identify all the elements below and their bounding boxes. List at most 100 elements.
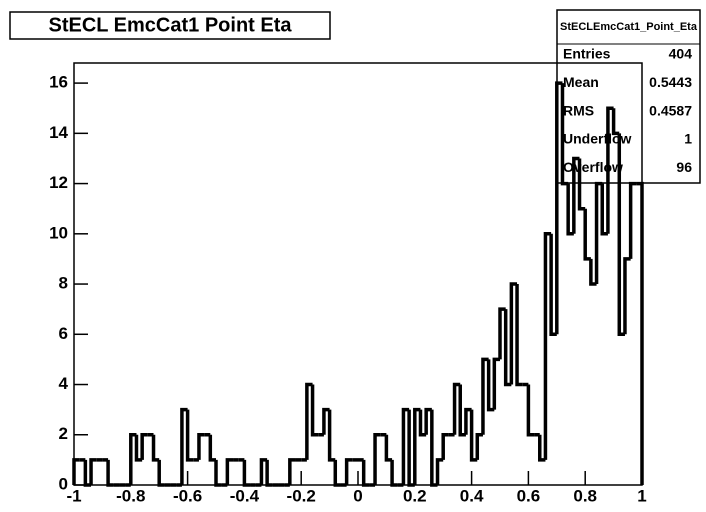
histogram-bin	[361, 459, 370, 487]
histogram-bin	[185, 409, 194, 462]
histogram-bin	[305, 382, 313, 460]
histogram-bin	[208, 434, 216, 462]
histogram-bin	[464, 407, 472, 435]
histogram-bin	[140, 433, 148, 460]
histogram-bin	[413, 407, 421, 485]
histogram-bin	[424, 407, 432, 435]
x-tick-label: 0.4	[460, 486, 484, 505]
histogram-bin	[407, 409, 415, 487]
histogram-bin	[333, 459, 341, 487]
x-tick-label: -0.8	[116, 486, 145, 505]
y-tick-label: 12	[49, 173, 68, 192]
y-tick-label: 0	[59, 474, 68, 493]
x-tick-label: -0.6	[173, 486, 202, 505]
title-box	[9, 11, 331, 40]
histogram-bin	[481, 357, 489, 435]
y-tick-label: 14	[49, 123, 68, 142]
histogram-bin	[129, 433, 137, 485]
histogram-bin	[327, 409, 336, 462]
histogram-bin	[430, 409, 438, 487]
histogram-bin	[623, 257, 631, 335]
x-tick-label: 1	[637, 486, 646, 505]
histogram-bin	[492, 357, 500, 410]
y-tick-label: 2	[59, 424, 68, 443]
histogram-bin	[617, 133, 625, 337]
stats-label: Overflow	[563, 159, 623, 175]
histogram-bin	[589, 258, 597, 286]
histogram-bin	[214, 459, 222, 487]
x-tick-label: -1	[66, 486, 81, 505]
histogram-bin	[197, 433, 205, 460]
histogram-bin	[469, 409, 478, 462]
histogram-bin	[72, 458, 80, 485]
stats-label: RMS	[563, 102, 594, 118]
histogram-bin	[549, 233, 557, 337]
histogram-bin	[225, 458, 234, 485]
histogram-bin	[259, 458, 268, 485]
histogram-bin	[322, 407, 330, 435]
histogram-bin	[134, 434, 143, 462]
y-tick-label: 4	[59, 374, 69, 393]
histogram-bin	[538, 434, 546, 462]
histogram-bin	[486, 359, 495, 412]
stats-value: 0.5443	[649, 74, 692, 90]
histogram-bin	[583, 208, 591, 261]
x-tick-label: -0.2	[287, 486, 316, 505]
y-tick-label: 6	[59, 324, 68, 343]
histogram-bin	[498, 307, 506, 360]
histogram-bin	[157, 459, 165, 487]
histogram-bin	[441, 433, 449, 460]
histogram-bin	[418, 409, 427, 437]
stats-name: StECLEmcCat1_Point_Eta	[560, 21, 698, 33]
histogram-bin	[265, 459, 273, 487]
histogram-bin	[503, 309, 512, 387]
histogram-bin	[180, 407, 188, 485]
histogram-bin	[458, 384, 466, 437]
histogram-bin	[373, 433, 381, 485]
y-tick-label: 10	[49, 223, 68, 242]
histogram-bin	[288, 458, 296, 485]
histogram-bin	[600, 183, 608, 236]
histogram-bin	[310, 384, 319, 437]
histogram-bin	[543, 232, 552, 460]
x-tick-label: 0.2	[403, 486, 427, 505]
histogram-bin	[435, 458, 444, 485]
stats-label: Entries	[563, 46, 611, 62]
histogram-bin	[606, 106, 614, 234]
stats-value: 404	[669, 46, 693, 62]
histogram-bin	[566, 183, 574, 236]
stats-label: Mean	[563, 74, 599, 90]
histogram-bin	[475, 433, 483, 460]
x-tick-label: 0.6	[517, 486, 541, 505]
stats-box	[556, 9, 701, 184]
histogram-bin	[384, 434, 393, 462]
histogram-bin	[106, 459, 114, 487]
histogram-bin	[151, 434, 160, 462]
stats-label: Underflow	[563, 131, 632, 147]
histogram-bin	[515, 284, 523, 387]
x-tick-label: 0.8	[573, 486, 597, 505]
stats-value: 1	[684, 131, 692, 147]
histogram-bin	[401, 407, 410, 485]
x-tick-label: 0	[353, 486, 362, 505]
stats-value: 96	[676, 159, 692, 175]
y-tick-label: 16	[49, 73, 68, 92]
histogram-bin	[509, 282, 518, 385]
histogram-bin	[83, 459, 92, 487]
histogram-bin	[242, 459, 251, 487]
histogram-bin	[344, 458, 353, 485]
histogram-bin	[89, 458, 97, 485]
chart-title: StECL EmcCat1 Point Eta	[48, 14, 292, 36]
stats-value: 0.4587	[649, 102, 692, 118]
histogram-bin	[452, 382, 461, 435]
histogram-bin	[526, 384, 535, 437]
y-tick-label: 8	[59, 274, 68, 293]
histogram-bin	[390, 459, 398, 487]
histogram-bin	[572, 156, 580, 234]
x-tick-label: -0.4	[230, 486, 260, 505]
histogram-bin	[611, 108, 620, 136]
histogram-bin	[577, 158, 586, 211]
